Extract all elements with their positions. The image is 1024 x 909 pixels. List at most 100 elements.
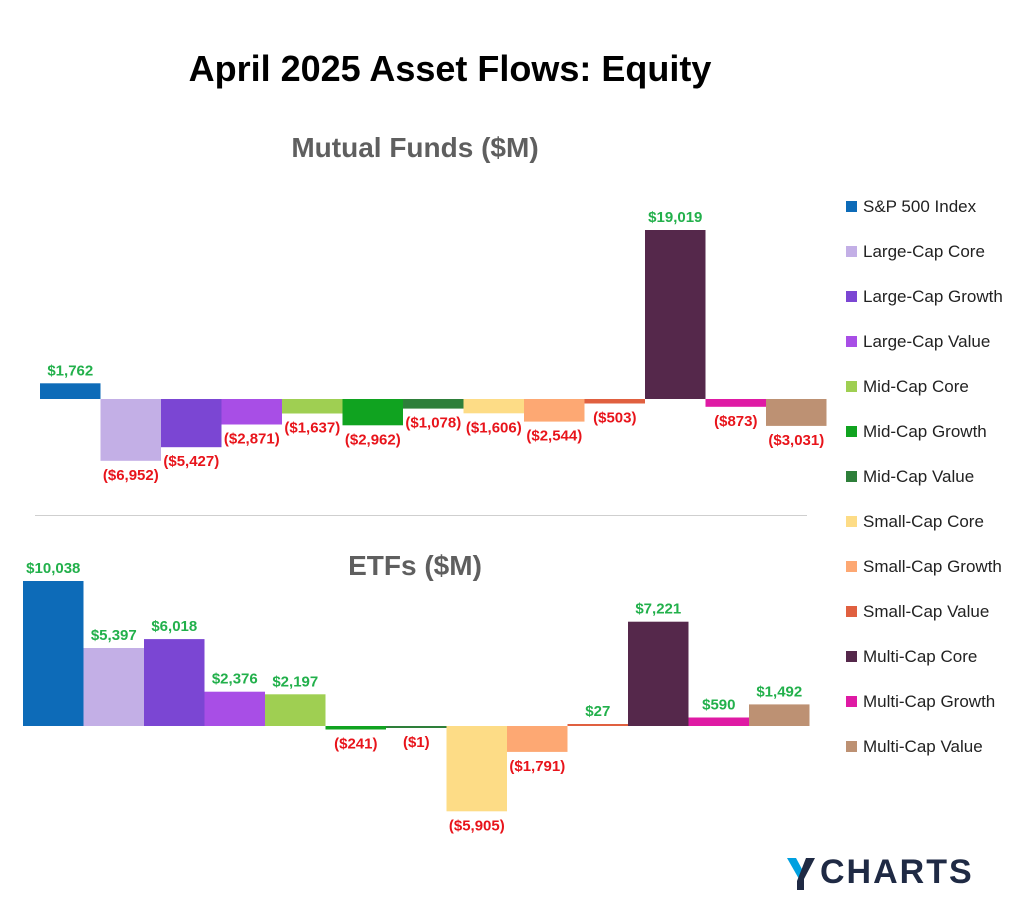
- mf-bar: [40, 383, 101, 399]
- etf-bar: [204, 691, 265, 726]
- etfs-bars: $10,038 $5,397 $6,018 $2,376 $2,197 ($241) ($1…: [23, 560, 810, 834]
- etfs-title: ETFs ($M): [348, 550, 482, 581]
- etf-bar: [83, 648, 144, 726]
- etf-bar: [507, 726, 568, 752]
- legend-item: Large-Cap Growth: [846, 274, 1022, 319]
- mf-data-label: ($2,962): [345, 431, 401, 448]
- etf-data-label: $2,376: [212, 671, 258, 688]
- mf-bar: [161, 399, 222, 448]
- legend-item: Small-Cap Value: [846, 589, 1022, 634]
- legend-swatch: [846, 471, 857, 482]
- mf-bar: [463, 399, 524, 414]
- mutual-funds-title: Mutual Funds ($M): [291, 132, 539, 163]
- mf-data-label: ($1,637): [284, 420, 340, 437]
- legend-swatch: [846, 336, 857, 347]
- legend-label: Mid-Cap Value: [863, 466, 975, 486]
- etf-bar: [688, 717, 749, 726]
- legend-label: Large-Cap Value: [863, 331, 991, 351]
- mf-bar: [645, 230, 706, 399]
- mf-bar: [524, 399, 585, 422]
- mf-data-label: ($2,544): [526, 428, 582, 445]
- legend-swatch: [846, 696, 857, 707]
- mf-data-label: ($3,031): [768, 432, 824, 449]
- mf-data-label: ($503): [593, 410, 636, 427]
- mf-data-label: ($873): [714, 413, 757, 430]
- etf-bar: [386, 726, 447, 728]
- ycharts-logo: CHARTS: [784, 853, 974, 892]
- etf-data-label: $5,397: [91, 627, 137, 644]
- legend-swatch: [846, 606, 857, 617]
- legend-label: S&P 500 Index: [863, 196, 977, 216]
- mf-data-label: $1,762: [47, 362, 93, 379]
- mf-data-label: ($1,078): [405, 415, 461, 432]
- etf-data-label: $2,197: [272, 673, 318, 690]
- mf-bar: [100, 399, 161, 461]
- etf-data-label: ($5,905): [449, 817, 505, 834]
- mf-data-label: $19,019: [648, 209, 702, 226]
- logo-text: CHARTS: [820, 853, 974, 891]
- mf-data-label: ($6,952): [103, 467, 159, 484]
- chart-legend: S&P 500 Index Large-Cap Core Large-Cap Gro…: [846, 184, 1022, 769]
- legend-swatch: [846, 651, 857, 662]
- etf-bar: [446, 726, 507, 812]
- legend-label: Multi-Cap Value: [863, 736, 983, 756]
- etf-bar: [23, 581, 84, 726]
- etf-bar: [567, 724, 628, 726]
- legend-label: Mid-Cap Core: [863, 376, 969, 396]
- legend-label: Large-Cap Growth: [863, 286, 1003, 306]
- etf-bar: [325, 726, 386, 730]
- ycharts-y-logo-icon: [787, 857, 815, 890]
- mf-bar: [584, 399, 645, 404]
- etf-data-label: ($241): [334, 736, 377, 753]
- mf-bar: [342, 399, 403, 426]
- legend-swatch: [846, 426, 857, 437]
- mf-data-label: ($1,606): [466, 419, 522, 436]
- legend-swatch: [846, 201, 857, 212]
- mf-bar: [403, 399, 464, 409]
- legend-swatch: [846, 561, 857, 572]
- legend-swatch: [846, 381, 857, 392]
- mf-bar: [282, 399, 343, 414]
- etf-data-label: $10,038: [26, 560, 80, 577]
- etf-data-label: ($1): [403, 734, 430, 751]
- etf-data-label: $590: [702, 697, 735, 714]
- legend-item: Large-Cap Value: [846, 319, 1022, 364]
- panel-divider: [35, 515, 807, 516]
- etf-data-label: $27: [585, 703, 610, 720]
- etf-bar: [265, 694, 326, 726]
- legend-swatch: [846, 291, 857, 302]
- legend-label: Small-Cap Value: [863, 601, 990, 621]
- legend-label: Large-Cap Core: [863, 241, 985, 261]
- etf-bar: [628, 621, 689, 726]
- bar-chart-plot: $1,762 ($6,952)($5,427) ($2,871)($1,637) ($…: [23, 209, 827, 834]
- legend-item: Mid-Cap Value: [846, 454, 1022, 499]
- legend-item: Multi-Cap Core: [846, 634, 1022, 679]
- etf-data-label: $1,492: [756, 683, 802, 700]
- legend-item: Mid-Cap Growth: [846, 409, 1022, 454]
- etf-bar: [144, 639, 205, 726]
- chart-title: April 2025 Asset Flows: Equity: [188, 48, 712, 89]
- legend-item: Small-Cap Growth: [846, 544, 1022, 589]
- mf-data-label: ($5,427): [163, 453, 219, 470]
- mf-bar: [221, 399, 282, 425]
- legend-item: S&P 500 Index: [846, 184, 1022, 229]
- etf-data-label: $7,221: [635, 601, 681, 618]
- legend-swatch: [846, 246, 857, 257]
- legend-label: Small-Cap Growth: [863, 556, 1002, 576]
- legend-swatch: [846, 516, 857, 527]
- legend-item: Multi-Cap Growth: [846, 679, 1022, 724]
- legend-item: Small-Cap Core: [846, 499, 1022, 544]
- legend-label: Multi-Cap Growth: [863, 691, 996, 711]
- legend-label: Mid-Cap Growth: [863, 421, 987, 441]
- etf-data-label: ($1,791): [509, 758, 565, 775]
- mf-bar: [766, 399, 827, 426]
- legend-item: Mid-Cap Core: [846, 364, 1022, 409]
- legend-label: Multi-Cap Core: [863, 646, 978, 666]
- mf-data-label: ($2,871): [224, 431, 280, 448]
- legend-item: Multi-Cap Value: [846, 724, 1022, 769]
- etf-data-label: $6,018: [151, 618, 197, 635]
- legend-swatch: [846, 741, 857, 752]
- mutual-funds-bars: $1,762 ($6,952)($5,427) ($2,871)($1,637) ($…: [40, 209, 827, 484]
- legend-item: Large-Cap Core: [846, 229, 1022, 274]
